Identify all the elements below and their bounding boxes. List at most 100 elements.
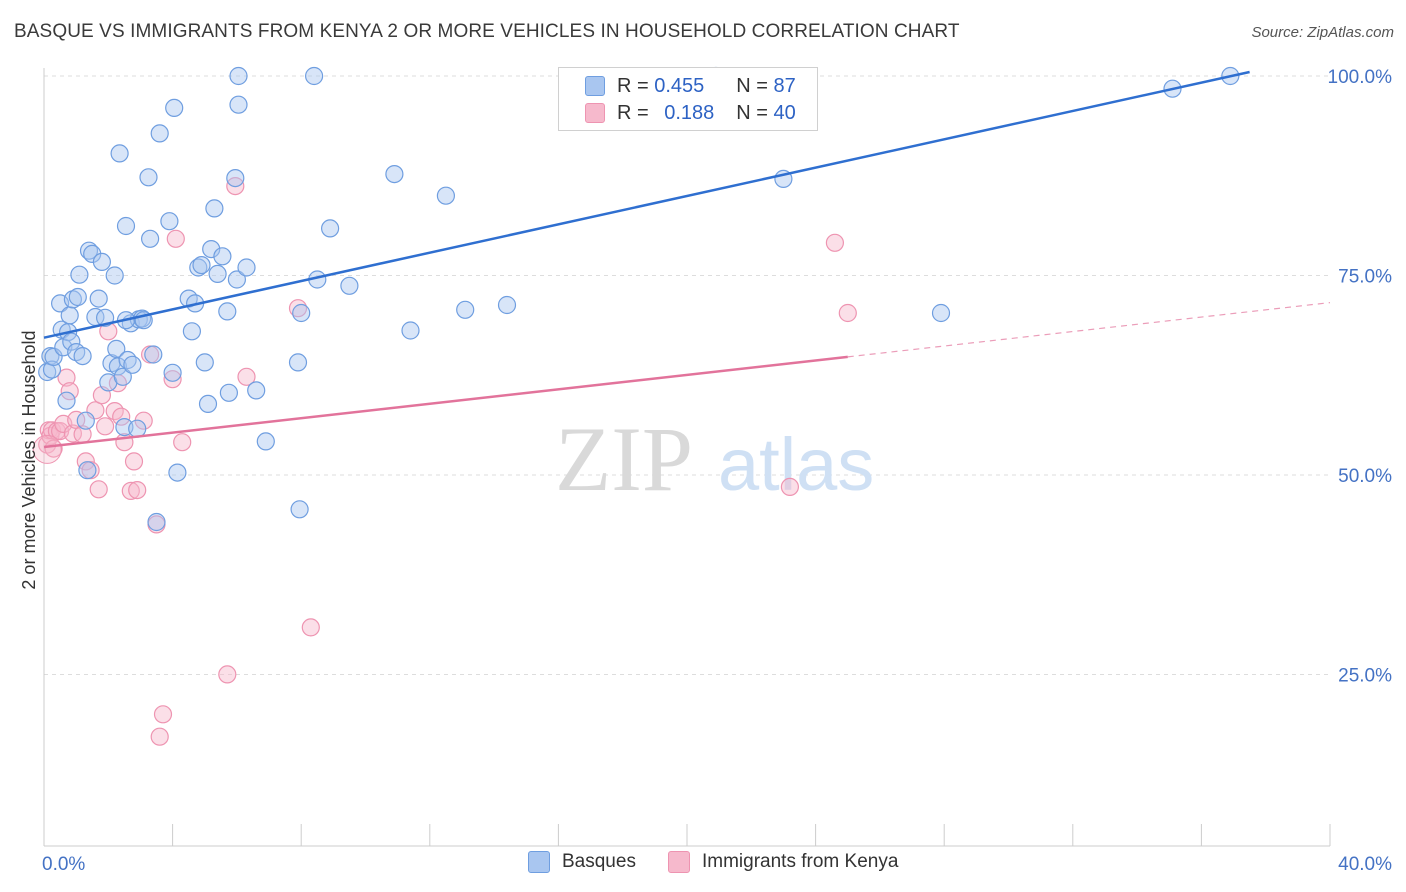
basque-point — [226, 169, 245, 188]
basque-point — [62, 332, 81, 351]
basque-point — [116, 216, 136, 236]
basque-point — [202, 240, 221, 259]
kenya-point — [112, 407, 131, 426]
kenya-point — [218, 665, 237, 684]
basque-point — [63, 290, 83, 309]
trend-lines — [43, 70, 1331, 449]
basque-point — [113, 367, 132, 386]
kenya-point-cluster — [32, 434, 62, 464]
basque-point — [189, 258, 208, 277]
kenya-point — [163, 370, 182, 389]
basque-point — [144, 345, 163, 364]
kenya-point — [124, 452, 144, 471]
watermark-zip: ZIP — [555, 408, 693, 510]
basques-legend-swatch — [528, 851, 550, 873]
stats-legend-row-kenya: R = 0.188 N = 40 — [585, 101, 796, 125]
basque-point — [139, 168, 158, 187]
basque-point — [163, 363, 182, 382]
basque-point — [150, 124, 169, 143]
kenya-point — [301, 618, 320, 637]
kenya-point — [95, 417, 115, 436]
watermark-atlas: atlas — [718, 423, 874, 506]
kenya-point — [60, 382, 79, 401]
kenya-point — [825, 233, 845, 252]
basque-point — [305, 66, 324, 86]
basque-point — [256, 432, 275, 451]
source-credit: Source: ZipAtlas.com — [1251, 24, 1394, 41]
n-label: N = — [736, 74, 774, 97]
basque-point — [227, 270, 246, 289]
basque-point — [436, 186, 455, 205]
basque-point — [237, 258, 256, 277]
basque-point — [456, 300, 475, 319]
basque-point — [182, 322, 201, 341]
basque-point — [208, 264, 227, 283]
basque-point — [68, 287, 87, 307]
basque-point — [76, 411, 95, 430]
legend-item-basques[interactable]: Basques — [528, 851, 636, 873]
kenya-point — [121, 481, 140, 500]
n-value: 87 — [773, 74, 796, 97]
basque-point — [165, 98, 184, 118]
stats-legend-row-basques: R = 0.455 N = 87 — [585, 74, 796, 98]
series-legend: Basques Immigrants from Kenya — [0, 851, 1406, 877]
kenya-point — [128, 481, 147, 500]
basque-point — [247, 381, 266, 400]
kenya-point — [153, 705, 173, 724]
kenya-point — [63, 424, 83, 443]
r-value: 0.455 — [654, 74, 705, 97]
y-tick-label: 75.0% — [1338, 266, 1392, 287]
basque-point — [92, 252, 112, 271]
basque-point — [57, 391, 76, 410]
r-value: 0.188 — [664, 101, 715, 124]
basque-point — [385, 165, 404, 184]
basque-point — [229, 95, 248, 114]
basque-point — [218, 302, 237, 321]
basque-point — [195, 353, 214, 372]
kenya-point — [57, 368, 76, 387]
basque-point — [340, 276, 359, 295]
kenya-swatch — [585, 103, 605, 123]
basque-point — [321, 219, 340, 238]
basques-legend-label: Basques — [562, 851, 636, 872]
kenya-point — [780, 477, 800, 496]
axes — [43, 68, 1331, 847]
x-tick-label-min: 0.0% — [42, 854, 85, 875]
stats-legend: R = 0.455 N = 87 R = 0.188 N = 40 — [558, 67, 818, 131]
basque-point — [147, 512, 166, 532]
basque-point — [288, 353, 308, 372]
basque-point — [123, 355, 142, 374]
watermark: ZIP atlas — [555, 408, 874, 510]
y-tick-label: 100.0% — [1328, 67, 1393, 88]
kenya-point — [838, 303, 857, 323]
legend-item-kenya[interactable]: Immigrants from Kenya — [668, 851, 898, 873]
x-tick-label-max: 40.0% — [1338, 854, 1392, 875]
basque-point — [160, 212, 179, 231]
basque-point — [73, 347, 92, 366]
basque-point — [219, 383, 238, 402]
kenya-trend-line — [43, 355, 848, 449]
basque-point — [205, 199, 224, 218]
r-label: R = — [617, 74, 655, 97]
kenya-point — [166, 229, 185, 248]
basque-point — [89, 289, 108, 308]
basque-point — [108, 357, 128, 376]
kenya-point — [288, 299, 308, 318]
basque-point — [110, 144, 129, 163]
n-value: 40 — [773, 101, 796, 124]
r-label: R = — [617, 101, 655, 124]
basque-point — [931, 303, 951, 323]
basque-point — [192, 256, 211, 275]
basque-point — [70, 265, 89, 284]
kenya-point — [237, 367, 256, 386]
kenya-legend-label: Immigrants from Kenya — [702, 851, 899, 872]
basque-point — [78, 461, 97, 480]
y-tick-label: 50.0% — [1338, 466, 1392, 487]
n-label: N = — [736, 101, 774, 124]
kenya-point — [173, 433, 192, 452]
basque-point — [141, 229, 160, 248]
kenya-point — [89, 480, 108, 499]
basque-point — [107, 339, 126, 358]
basque-point — [292, 303, 311, 323]
